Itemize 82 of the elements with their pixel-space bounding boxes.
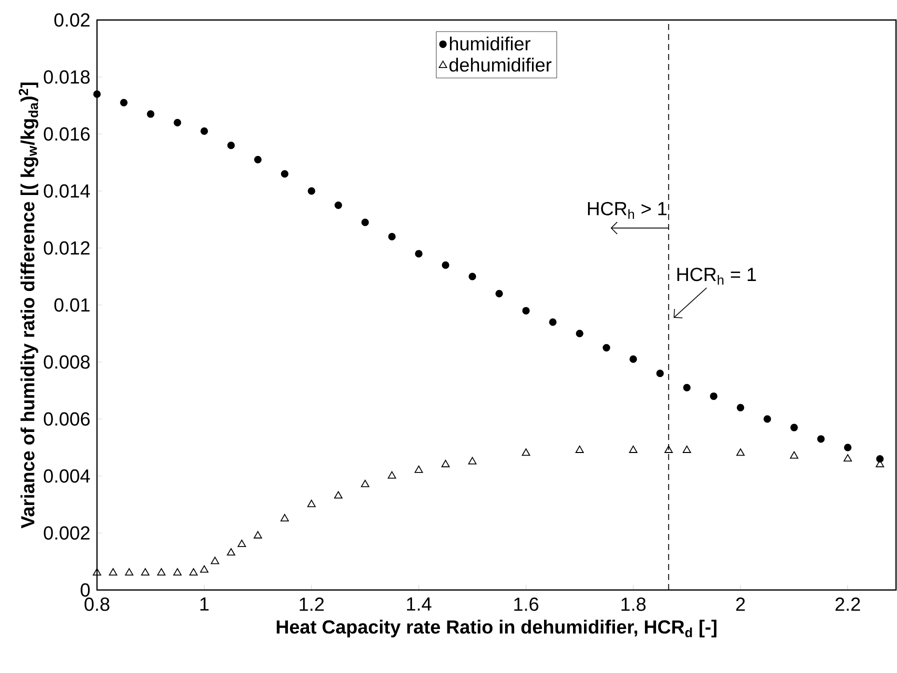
point (93, 90, 101, 98)
point (388, 232, 396, 240)
point (174, 118, 182, 126)
legend-label: dehumidifier (449, 58, 552, 72)
x-tick-label: 0.8 (84, 598, 110, 611)
x-tick-label: 1.6 (514, 598, 538, 611)
y-tick-label: 0.016 (44, 127, 90, 141)
point (522, 306, 530, 314)
annotation: HCR$_{h}$ = 1 (677, 268, 756, 285)
point (280, 514, 289, 522)
point (307, 500, 316, 508)
point (790, 451, 798, 459)
point (575, 446, 584, 453)
point (415, 250, 422, 258)
y-tick-label: 0 (80, 583, 90, 597)
point (664, 446, 673, 453)
point (334, 201, 342, 209)
x-tick-label: 1.4 (407, 598, 432, 611)
point (361, 218, 369, 226)
point (334, 491, 342, 499)
text: Heat Capacity rate Ratio in dehumidifier, HCR$_{d}$ [-] (276, 620, 716, 638)
point (736, 404, 744, 412)
y-tick-label: 0.014 (44, 184, 90, 198)
x-tick-label: 1.2 (300, 598, 324, 611)
point (173, 568, 182, 576)
point (108, 568, 118, 576)
point (790, 424, 798, 432)
point (602, 344, 610, 352)
point (92, 568, 102, 576)
point (683, 384, 691, 392)
point (210, 556, 220, 564)
point (629, 446, 638, 453)
y-tick-label: 0.004 (44, 469, 90, 483)
point (238, 540, 246, 547)
point (388, 471, 396, 479)
point (442, 261, 450, 269)
point (189, 568, 198, 576)
point (495, 290, 503, 298)
point (125, 568, 134, 576)
legend-label: humidifier (450, 36, 530, 50)
point (522, 448, 530, 456)
point (576, 330, 584, 338)
x-tick-label: 1.8 (622, 598, 646, 611)
point (120, 98, 128, 106)
point (157, 568, 166, 576)
point (549, 318, 557, 326)
point (360, 480, 370, 488)
point (844, 444, 852, 452)
point (710, 392, 718, 400)
point (682, 446, 692, 453)
point (414, 466, 423, 473)
point (254, 156, 262, 164)
point (280, 170, 288, 178)
point (817, 435, 825, 443)
point (630, 355, 637, 363)
y-tick-label: 0.012 (44, 241, 90, 255)
point (226, 548, 236, 556)
point (141, 568, 150, 576)
x-tick-label: 2 (736, 598, 745, 611)
point (844, 454, 852, 462)
text: Variance of humidity ratio difference [( kg$_{w}$/kg$_{da}$)$^{2}$] (18, 82, 38, 528)
x-tick-label: 2.2 (836, 598, 860, 611)
point (656, 370, 664, 378)
point (764, 415, 772, 423)
point (146, 110, 154, 118)
x-tick-label: 1 (200, 598, 209, 611)
y-tick-label: 0.02 (54, 13, 90, 27)
annotation: HCR$_{h}$ > 1 (588, 202, 666, 219)
point (200, 127, 208, 135)
y-tick-label: 0.018 (44, 70, 90, 84)
point (736, 448, 745, 456)
point (468, 272, 476, 280)
point (200, 565, 208, 573)
point (227, 142, 235, 150)
y-tick-label: 0.002 (44, 526, 90, 540)
point (441, 460, 450, 468)
y-tick-label: 0.006 (44, 412, 90, 426)
point (254, 531, 262, 538)
point (468, 457, 477, 464)
y-tick-label: 0.01 (54, 298, 90, 312)
y-tick-label: 0.008 (44, 355, 90, 369)
point (308, 187, 316, 195)
